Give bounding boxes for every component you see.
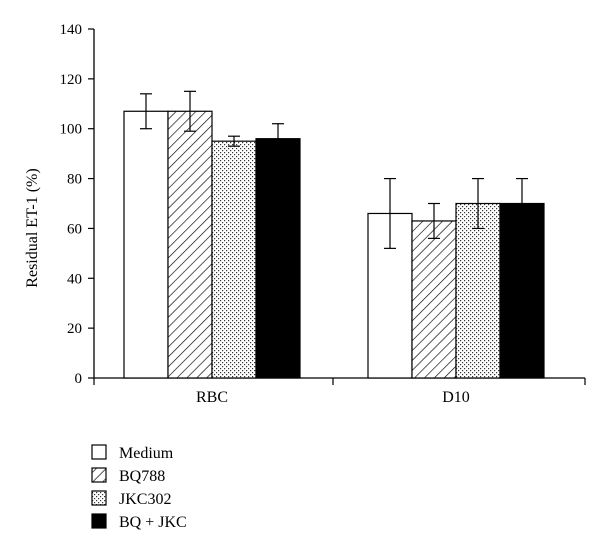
bar-bq-jkc-d10 — [499, 202, 545, 379]
x-category-label: RBC — [196, 389, 228, 406]
y-tick-label: 0 — [75, 371, 83, 387]
bar-jkc302-d10 — [455, 202, 501, 379]
y-tick-label: 100 — [60, 122, 83, 138]
legend: Medium BQ788 JKC302 BQ + JKC — [91, 444, 187, 531]
y-tick-label: 140 — [60, 22, 83, 38]
y-tick-label: 40 — [67, 271, 82, 287]
y-tick-label: 80 — [67, 172, 82, 188]
legend-swatch — [91, 467, 107, 483]
legend-label: BQ788 — [119, 468, 165, 485]
legend-swatch — [91, 444, 107, 460]
legend-label: BQ + JKC — [119, 514, 187, 531]
y-tick-label: 120 — [60, 72, 83, 88]
x-category-label: D10 — [442, 389, 470, 406]
legend-swatch — [91, 490, 107, 506]
bar-bq-jkc-rbc — [255, 138, 301, 379]
legend-label: JKC302 — [119, 491, 171, 508]
y-tick-label: 60 — [67, 221, 82, 237]
bar-jkc302-rbc — [211, 140, 257, 379]
bar-bq788-d10 — [411, 220, 457, 379]
bar-bq788-rbc — [167, 110, 213, 379]
y-axis-title: Residual ET-1 (%) — [24, 168, 41, 287]
y-tick-label: 20 — [67, 321, 82, 337]
legend-swatch — [91, 513, 107, 529]
legend-label: Medium — [119, 445, 174, 462]
plot-area: 0 20 40 60 80 100 120 140 RBC D10 — [60, 22, 586, 406]
bar-medium-rbc — [123, 110, 169, 379]
